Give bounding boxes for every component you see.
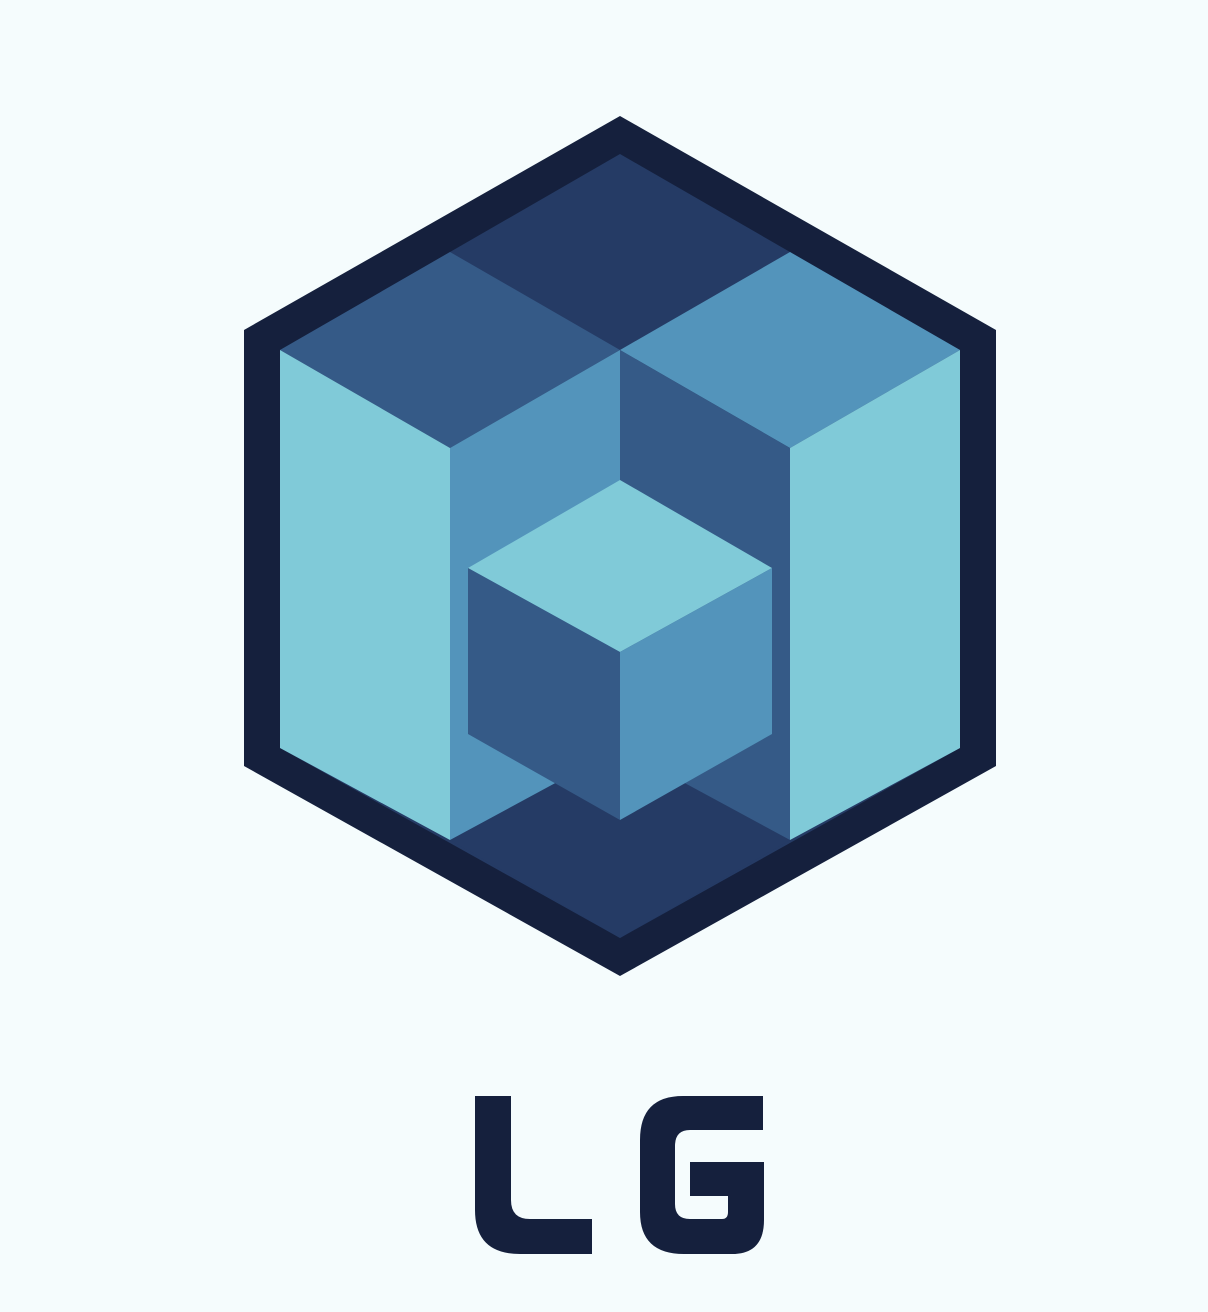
left-column-left-face (280, 350, 450, 840)
wordmark-letter-g (640, 1096, 764, 1254)
small-cube-top-face (468, 480, 772, 652)
inner-floor (450, 748, 790, 938)
right-column-right-face (790, 350, 960, 840)
small-cube-left-face (468, 568, 620, 820)
wordmark-letter-l (475, 1096, 592, 1254)
small-cube-right-face (620, 568, 772, 820)
